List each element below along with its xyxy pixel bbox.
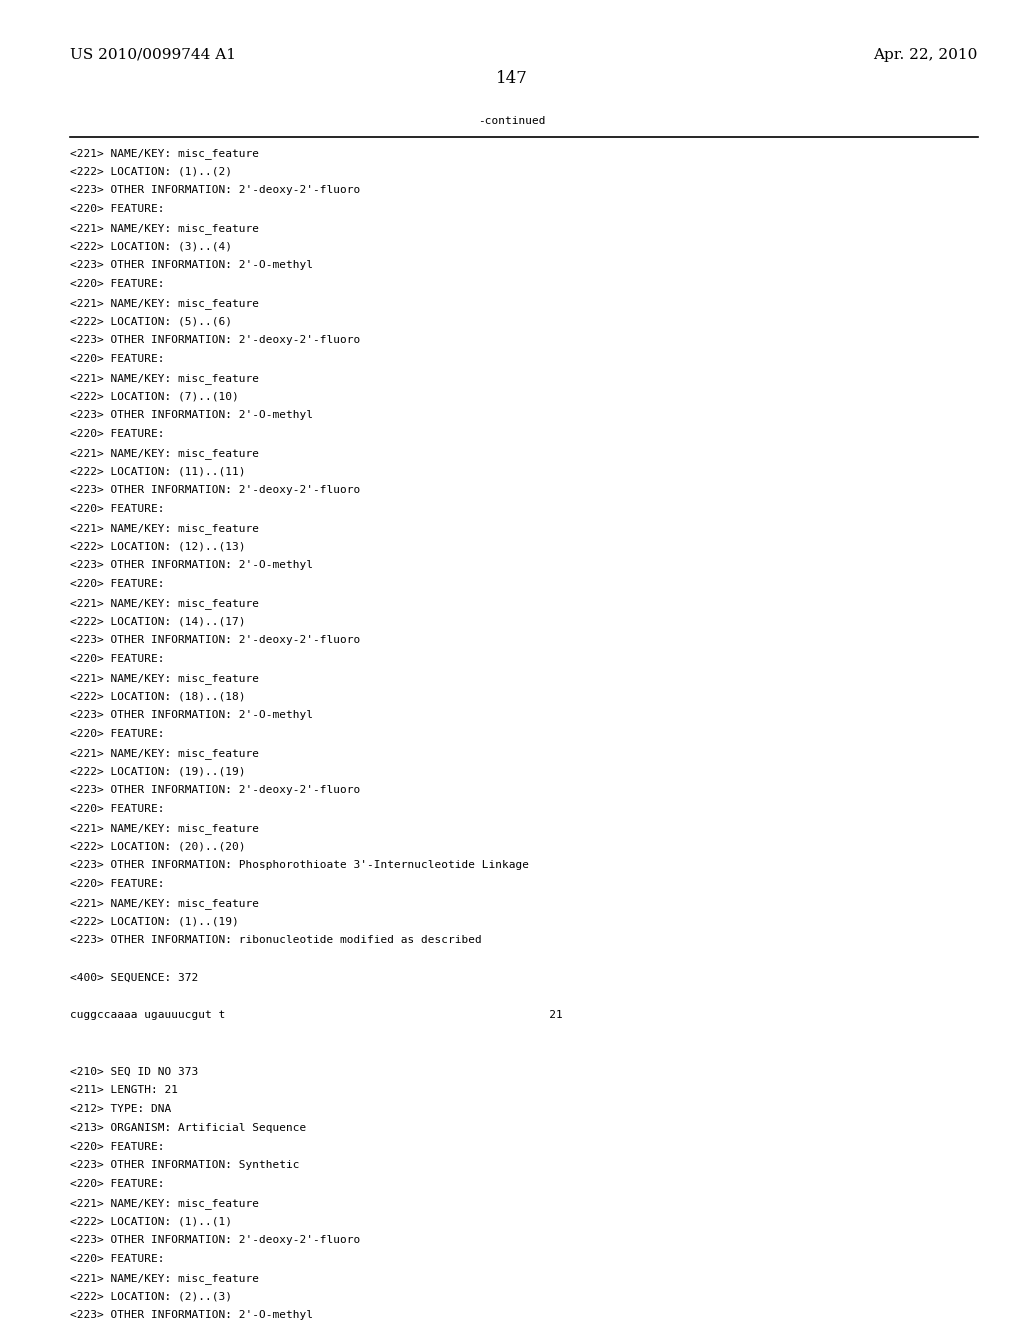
Text: <222> LOCATION: (14)..(17): <222> LOCATION: (14)..(17) (70, 616, 245, 627)
Text: <222> LOCATION: (7)..(10): <222> LOCATION: (7)..(10) (70, 392, 239, 401)
Text: <221> NAME/KEY: misc_feature: <221> NAME/KEY: misc_feature (70, 298, 259, 309)
Text: <221> NAME/KEY: misc_feature: <221> NAME/KEY: misc_feature (70, 447, 259, 459)
Text: <223> OTHER INFORMATION: 2'-deoxy-2'-fluoro: <223> OTHER INFORMATION: 2'-deoxy-2'-flu… (70, 335, 359, 346)
Text: <220> FEATURE:: <220> FEATURE: (70, 655, 164, 664)
Text: <221> NAME/KEY: misc_feature: <221> NAME/KEY: misc_feature (70, 223, 259, 234)
Text: Apr. 22, 2010: Apr. 22, 2010 (873, 48, 978, 62)
Text: <222> LOCATION: (11)..(11): <222> LOCATION: (11)..(11) (70, 466, 245, 477)
Text: <221> NAME/KEY: misc_feature: <221> NAME/KEY: misc_feature (70, 598, 259, 609)
Text: <223> OTHER INFORMATION: 2'-deoxy-2'-fluoro: <223> OTHER INFORMATION: 2'-deoxy-2'-flu… (70, 1236, 359, 1245)
Text: US 2010/0099744 A1: US 2010/0099744 A1 (70, 48, 236, 62)
Text: <223> OTHER INFORMATION: 2'-O-methyl: <223> OTHER INFORMATION: 2'-O-methyl (70, 411, 312, 420)
Text: <220> FEATURE:: <220> FEATURE: (70, 279, 164, 289)
Text: <221> NAME/KEY: misc_feature: <221> NAME/KEY: misc_feature (70, 148, 259, 158)
Text: <223> OTHER INFORMATION: Phosphorothioate 3'-Internucleotide Linkage: <223> OTHER INFORMATION: Phosphorothioat… (70, 861, 528, 870)
Text: <221> NAME/KEY: misc_feature: <221> NAME/KEY: misc_feature (70, 372, 259, 384)
Text: <220> FEATURE:: <220> FEATURE: (70, 1254, 164, 1265)
Text: <222> LOCATION: (18)..(18): <222> LOCATION: (18)..(18) (70, 692, 245, 702)
Text: <223> OTHER INFORMATION: 2'-deoxy-2'-fluoro: <223> OTHER INFORMATION: 2'-deoxy-2'-flu… (70, 185, 359, 195)
Text: <221> NAME/KEY: misc_feature: <221> NAME/KEY: misc_feature (70, 822, 259, 834)
Text: <222> LOCATION: (1)..(2): <222> LOCATION: (1)..(2) (70, 166, 231, 177)
Text: <223> OTHER INFORMATION: 2'-deoxy-2'-fluoro: <223> OTHER INFORMATION: 2'-deoxy-2'-flu… (70, 785, 359, 796)
Text: <220> FEATURE:: <220> FEATURE: (70, 504, 164, 513)
Text: <221> NAME/KEY: misc_feature: <221> NAME/KEY: misc_feature (70, 673, 259, 684)
Text: <221> NAME/KEY: misc_feature: <221> NAME/KEY: misc_feature (70, 898, 259, 908)
Text: <221> NAME/KEY: misc_feature: <221> NAME/KEY: misc_feature (70, 1272, 259, 1284)
Text: <221> NAME/KEY: misc_feature: <221> NAME/KEY: misc_feature (70, 1197, 259, 1209)
Text: <222> LOCATION: (19)..(19): <222> LOCATION: (19)..(19) (70, 767, 245, 776)
Text: <222> LOCATION: (2)..(3): <222> LOCATION: (2)..(3) (70, 1291, 231, 1302)
Text: <210> SEQ ID NO 373: <210> SEQ ID NO 373 (70, 1067, 198, 1077)
Text: <220> FEATURE:: <220> FEATURE: (70, 579, 164, 589)
Text: <223> OTHER INFORMATION: 2'-deoxy-2'-fluoro: <223> OTHER INFORMATION: 2'-deoxy-2'-flu… (70, 635, 359, 645)
Text: <223> OTHER INFORMATION: 2'-deoxy-2'-fluoro: <223> OTHER INFORMATION: 2'-deoxy-2'-flu… (70, 486, 359, 495)
Text: <222> LOCATION: (1)..(19): <222> LOCATION: (1)..(19) (70, 916, 239, 927)
Text: <222> LOCATION: (3)..(4): <222> LOCATION: (3)..(4) (70, 242, 231, 252)
Text: <223> OTHER INFORMATION: ribonucleotide modified as described: <223> OTHER INFORMATION: ribonucleotide … (70, 936, 481, 945)
Text: <222> LOCATION: (12)..(13): <222> LOCATION: (12)..(13) (70, 541, 245, 552)
Text: <221> NAME/KEY: misc_feature: <221> NAME/KEY: misc_feature (70, 523, 259, 533)
Text: 147: 147 (496, 70, 528, 87)
Text: <220> FEATURE:: <220> FEATURE: (70, 205, 164, 214)
Text: <211> LENGTH: 21: <211> LENGTH: 21 (70, 1085, 177, 1096)
Text: <222> LOCATION: (5)..(6): <222> LOCATION: (5)..(6) (70, 317, 231, 326)
Text: <223> OTHER INFORMATION: Synthetic: <223> OTHER INFORMATION: Synthetic (70, 1160, 299, 1171)
Text: -continued: -continued (478, 116, 546, 127)
Text: <220> FEATURE:: <220> FEATURE: (70, 1179, 164, 1189)
Text: <220> FEATURE:: <220> FEATURE: (70, 729, 164, 739)
Text: <222> LOCATION: (20)..(20): <222> LOCATION: (20)..(20) (70, 842, 245, 851)
Text: cuggccaaaa ugauuucgut t                                                21: cuggccaaaa ugauuucgut t 21 (70, 1010, 562, 1020)
Text: <223> OTHER INFORMATION: 2'-O-methyl: <223> OTHER INFORMATION: 2'-O-methyl (70, 260, 312, 271)
Text: <222> LOCATION: (1)..(1): <222> LOCATION: (1)..(1) (70, 1217, 231, 1226)
Text: <221> NAME/KEY: misc_feature: <221> NAME/KEY: misc_feature (70, 748, 259, 759)
Text: <400> SEQUENCE: 372: <400> SEQUENCE: 372 (70, 973, 198, 983)
Text: <223> OTHER INFORMATION: 2'-O-methyl: <223> OTHER INFORMATION: 2'-O-methyl (70, 560, 312, 570)
Text: <223> OTHER INFORMATION: 2'-O-methyl: <223> OTHER INFORMATION: 2'-O-methyl (70, 1311, 312, 1320)
Text: <220> FEATURE:: <220> FEATURE: (70, 804, 164, 814)
Text: <220> FEATURE:: <220> FEATURE: (70, 354, 164, 364)
Text: <223> OTHER INFORMATION: 2'-O-methyl: <223> OTHER INFORMATION: 2'-O-methyl (70, 710, 312, 721)
Text: <220> FEATURE:: <220> FEATURE: (70, 879, 164, 890)
Text: <213> ORGANISM: Artificial Sequence: <213> ORGANISM: Artificial Sequence (70, 1123, 306, 1133)
Text: <220> FEATURE:: <220> FEATURE: (70, 429, 164, 440)
Text: <212> TYPE: DNA: <212> TYPE: DNA (70, 1104, 171, 1114)
Text: <220> FEATURE:: <220> FEATURE: (70, 1142, 164, 1151)
